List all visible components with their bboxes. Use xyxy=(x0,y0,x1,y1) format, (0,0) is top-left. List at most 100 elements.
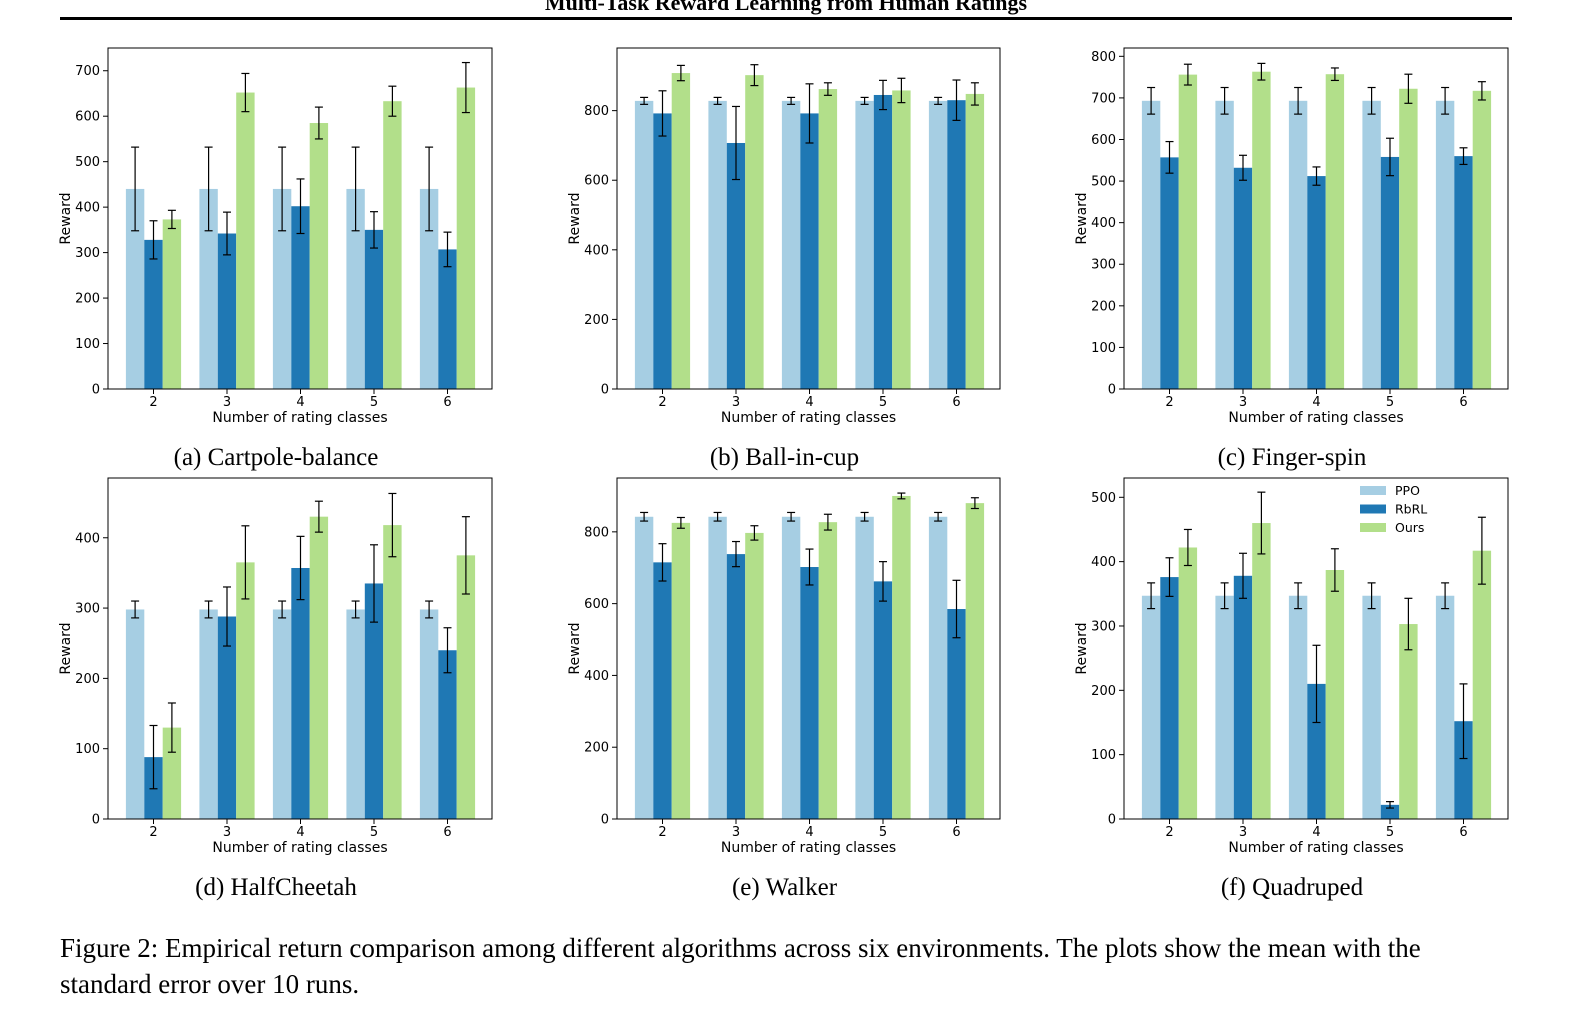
y-tick-label: 500 xyxy=(1091,175,1116,190)
bar-ours-2 xyxy=(162,219,182,389)
bar-ours-3 xyxy=(1252,71,1271,389)
y-tick-label: 800 xyxy=(1091,50,1116,65)
y-tick-label: 100 xyxy=(75,337,100,352)
bar-ppo-2 xyxy=(634,100,654,389)
y-tick-label: 200 xyxy=(584,741,609,756)
chart-panel-2: 0 200 400 600 800 2 3 4 5 6 Number of rating class… xyxy=(567,47,1001,471)
bar-ours-3 xyxy=(236,562,255,819)
bar-rbrl-5 xyxy=(873,581,893,819)
y-tick-label: 600 xyxy=(1091,133,1116,148)
running-title: Multi-Task Reward Learning from Human Ra… xyxy=(544,0,1028,15)
x-tick-label: 5 xyxy=(1386,395,1394,410)
bar-ours-5 xyxy=(1399,624,1418,819)
bar-ours-3 xyxy=(745,75,764,390)
bar-ppo-6 xyxy=(419,609,439,819)
subfigure-caption: (a) Cartpole-balance xyxy=(174,444,379,471)
x-tick-label: 6 xyxy=(952,395,960,410)
y-tick-label: 400 xyxy=(584,243,609,258)
y-tick-label: 300 xyxy=(1091,619,1116,634)
x-tick-label: 3 xyxy=(223,825,231,840)
bar-rbrl-2 xyxy=(653,562,672,819)
y-axis-label: Reward xyxy=(567,622,583,674)
y-tick-label: 500 xyxy=(75,155,100,170)
bar-rbrl-3 xyxy=(726,554,746,819)
bar-ppo-2 xyxy=(125,188,145,389)
x-tick-label: 2 xyxy=(149,825,157,840)
x-tick-label: 6 xyxy=(443,825,451,840)
bar-ours-4 xyxy=(1325,570,1345,819)
bar-rbrl-6 xyxy=(947,609,966,819)
y-tick-label: 700 xyxy=(1091,91,1116,106)
bar-ppo-3 xyxy=(199,188,218,389)
bar-rbrl-5 xyxy=(364,229,384,389)
y-axis-label: Reward xyxy=(58,192,74,244)
y-tick-label: 600 xyxy=(75,110,100,125)
x-tick-label: 6 xyxy=(1459,825,1467,840)
y-tick-label: 300 xyxy=(75,246,100,261)
bar-ppo-2 xyxy=(1141,595,1161,819)
bar-ours-3 xyxy=(1252,523,1271,819)
bar-ppo-5 xyxy=(855,100,874,389)
x-tick-label: 4 xyxy=(1312,825,1320,840)
y-tick-label: 800 xyxy=(584,525,609,540)
figure-2: 0 100 200 300 400 500 600 700 2 3 4 5 6 Number of rat… xyxy=(58,47,1509,901)
y-tick-label: 300 xyxy=(1091,258,1116,273)
subfigure-caption: (d) HalfCheetah xyxy=(195,874,357,901)
y-tick-label: 200 xyxy=(75,672,100,687)
bar-ppo-4 xyxy=(272,188,292,389)
bar-ppo-6 xyxy=(928,516,948,819)
axes-frame xyxy=(616,47,1001,390)
bar-ppo-4 xyxy=(781,516,801,819)
bar-ours-3 xyxy=(745,532,764,819)
x-tick-label: 5 xyxy=(370,395,378,410)
bar-ppo-5 xyxy=(1362,595,1381,819)
bar-ours-2 xyxy=(1178,74,1198,390)
bar-ppo-3 xyxy=(708,516,727,819)
x-tick-label: 5 xyxy=(1386,825,1394,840)
bar-ours-2 xyxy=(1178,547,1198,819)
bar-ppo-6 xyxy=(928,100,948,389)
bar-ppo-6 xyxy=(1435,595,1455,819)
y-tick-label: 0 xyxy=(1108,383,1116,398)
x-tick-label: 6 xyxy=(1459,395,1467,410)
chart-panel-1: 0 100 200 300 400 500 600 700 2 3 4 5 6 Number of rat… xyxy=(58,47,493,471)
y-tick-label: 600 xyxy=(584,597,609,612)
bar-rbrl-6 xyxy=(1454,721,1473,819)
bar-rbrl-5 xyxy=(873,94,893,389)
y-tick-label: 800 xyxy=(584,104,609,119)
x-tick-label: 2 xyxy=(658,395,666,410)
chart-panel-6: 0 100 200 300 400 500 2 3 4 5 6 Number of rating cl… xyxy=(1074,477,1509,901)
bar-rbrl-2 xyxy=(1160,577,1179,819)
bar-ours-4 xyxy=(309,516,329,819)
y-axis-label: Reward xyxy=(58,622,74,674)
x-axis-label: Number of rating classes xyxy=(721,410,896,426)
bar-ppo-3 xyxy=(199,609,218,819)
y-tick-label: 100 xyxy=(1091,341,1116,356)
y-tick-label: 0 xyxy=(601,383,609,398)
bar-rbrl-2 xyxy=(144,239,163,389)
legend-swatch-ppo xyxy=(1360,486,1386,495)
x-tick-label: 3 xyxy=(223,395,231,410)
x-tick-label: 2 xyxy=(658,825,666,840)
subfigure-caption: (e) Walker xyxy=(732,874,838,901)
x-tick-label: 4 xyxy=(1312,395,1320,410)
bar-ppo-5 xyxy=(346,609,365,819)
bar-rbrl-6 xyxy=(438,249,457,389)
bar-ours-5 xyxy=(892,495,911,819)
bar-rbrl-4 xyxy=(800,567,819,819)
y-tick-label: 100 xyxy=(75,742,100,757)
x-axis-label: Number of rating classes xyxy=(1228,840,1403,856)
bar-rbrl-3 xyxy=(726,142,746,389)
bar-ours-4 xyxy=(818,522,838,819)
x-tick-label: 4 xyxy=(296,395,304,410)
x-tick-label: 6 xyxy=(443,395,451,410)
x-tick-label: 2 xyxy=(149,395,157,410)
bar-ours-4 xyxy=(309,123,329,390)
bar-ours-5 xyxy=(1399,88,1418,389)
bar-ours-4 xyxy=(1325,74,1345,389)
bar-ours-4 xyxy=(818,89,838,390)
bar-rbrl-4 xyxy=(1307,176,1326,389)
y-tick-label: 200 xyxy=(75,292,100,307)
bar-ppo-2 xyxy=(125,609,145,819)
bar-ours-6 xyxy=(965,93,985,390)
